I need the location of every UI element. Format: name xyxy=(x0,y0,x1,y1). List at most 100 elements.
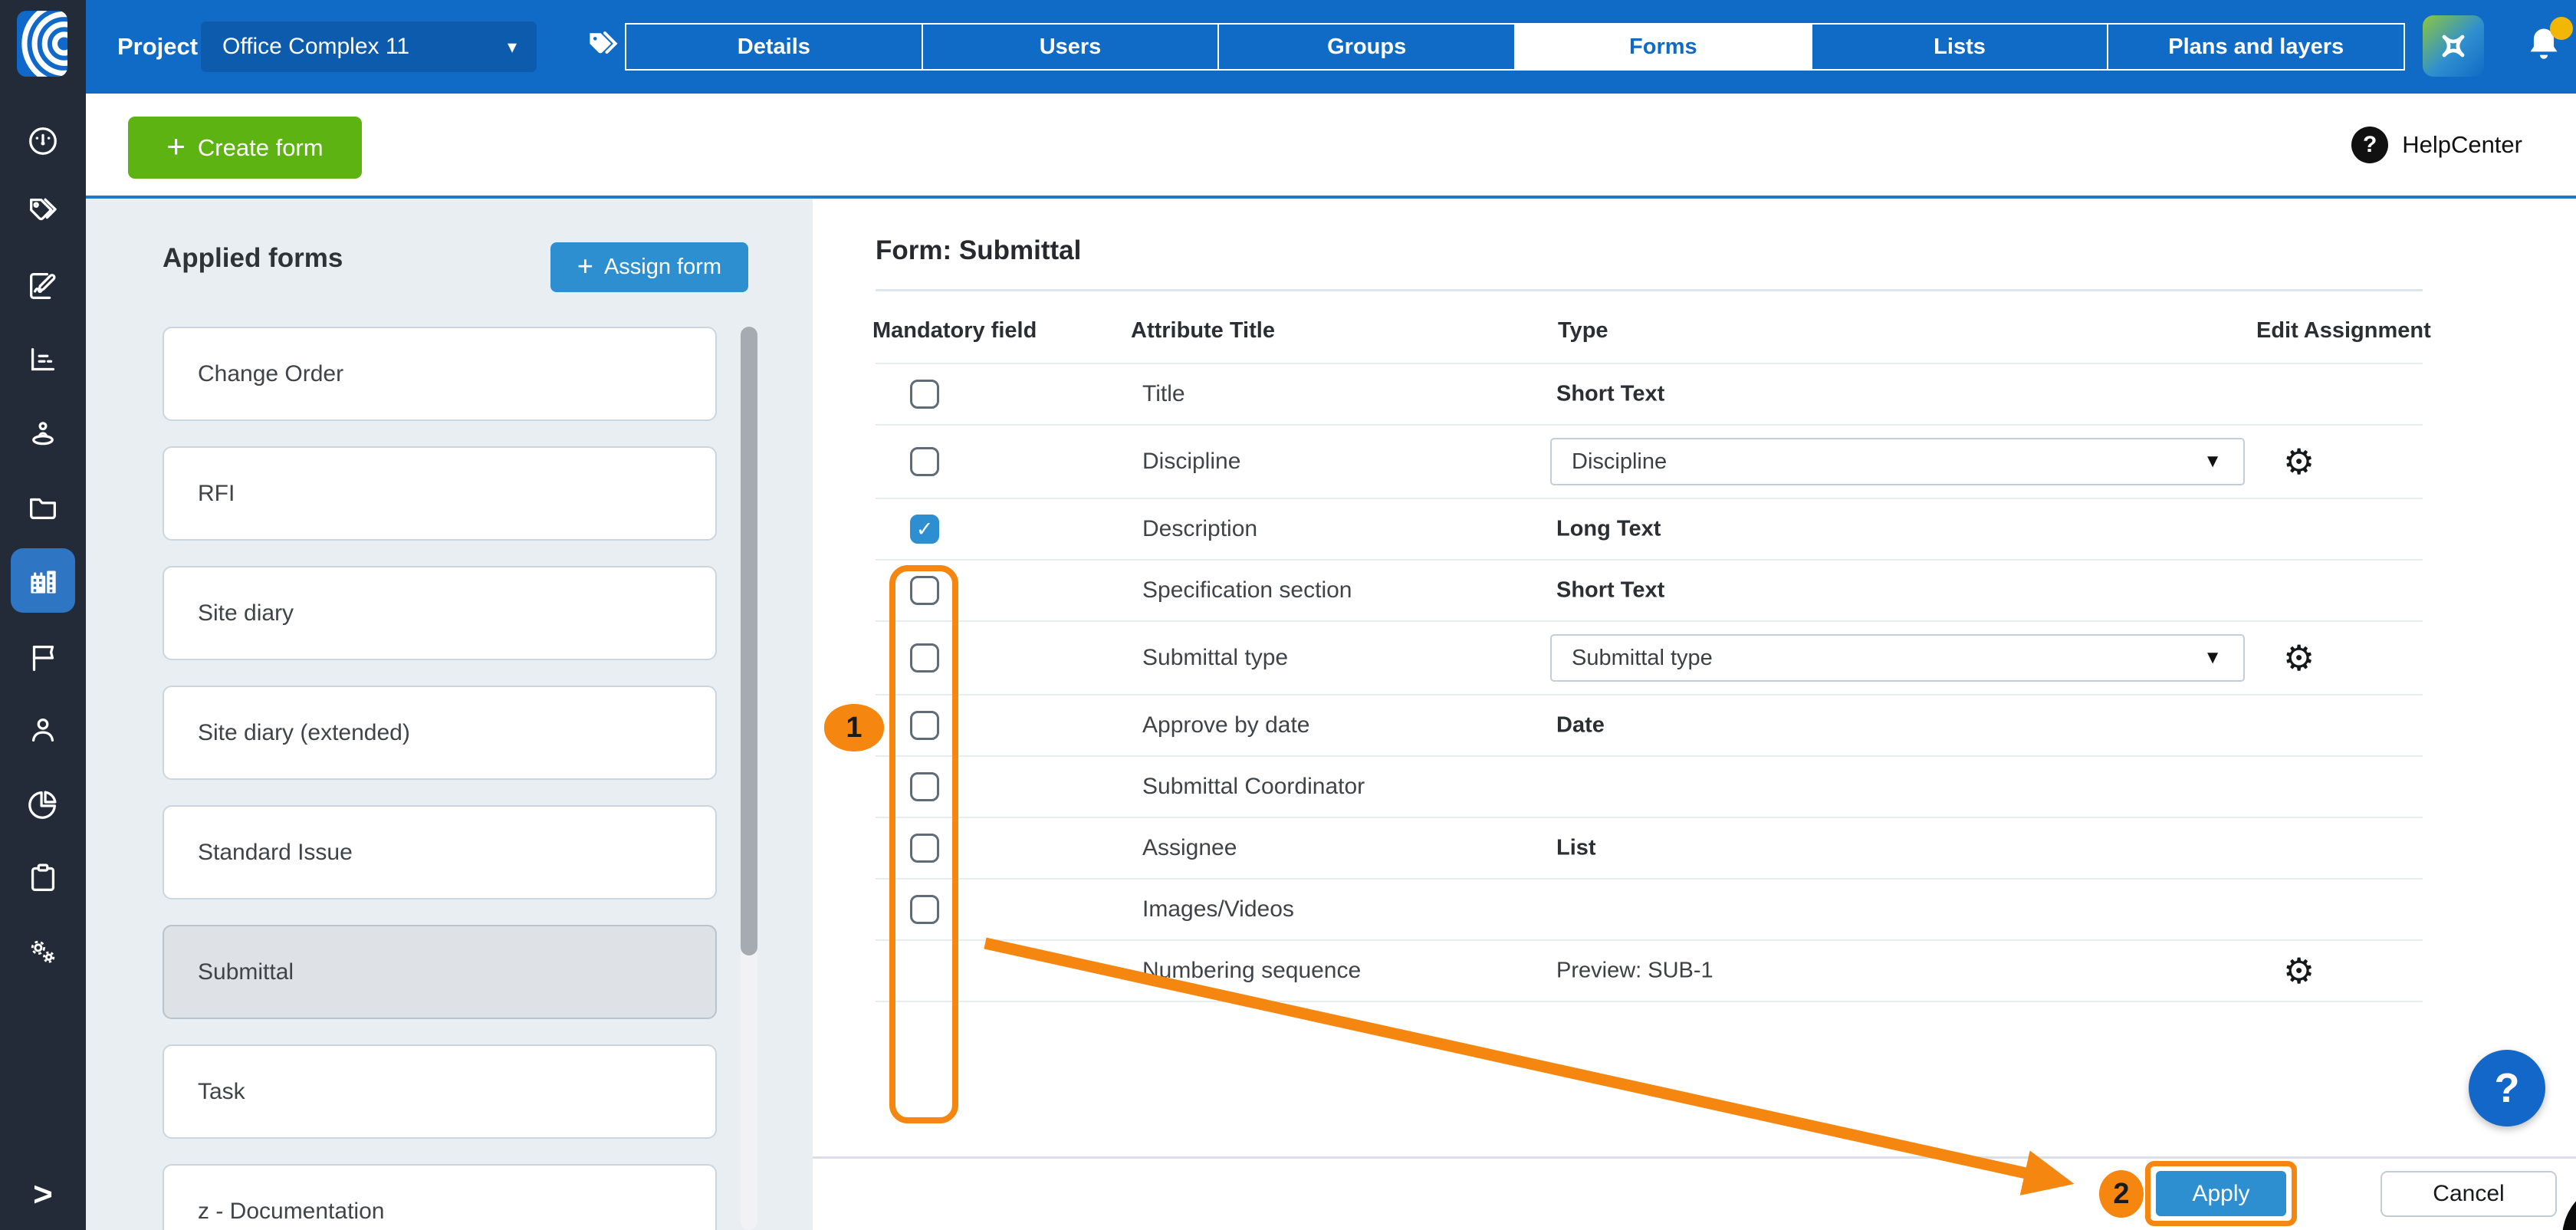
attribute-title: Discipline xyxy=(1142,449,1240,475)
form-detail-panel: Form: Submittal Mandatory field Attribut… xyxy=(813,199,2576,1230)
footer-divider xyxy=(813,1156,2576,1159)
form-card-z-documentation[interactable]: z - Documentation xyxy=(163,1164,717,1230)
table-row: Approve by date Date xyxy=(876,696,2423,757)
table-row: Images/Videos xyxy=(876,880,2423,941)
settings-gears-icon[interactable] xyxy=(0,917,86,988)
create-form-button[interactable]: + Create form xyxy=(128,117,362,179)
attribute-title: Submittal Coordinator xyxy=(1142,774,1365,800)
mandatory-checkbox[interactable] xyxy=(910,380,939,409)
topbar: Project Office Complex 11 ▾ DetailsUsers… xyxy=(86,0,2576,94)
column-header-attribute: Attribute Title xyxy=(1131,318,1275,344)
attribute-title: Description xyxy=(1142,516,1257,542)
tab-forms[interactable]: Forms xyxy=(1514,23,1812,71)
form-card-label: Standard Issue xyxy=(198,840,353,866)
type-value: Preview: SUB-1 xyxy=(1556,959,1714,984)
assign-form-button[interactable]: + Assign form xyxy=(550,242,748,292)
person-icon[interactable] xyxy=(0,695,86,765)
form-card-rfi[interactable]: RFI xyxy=(163,446,717,541)
form-card-label: Site diary xyxy=(198,600,294,627)
type-dropdown-value: Submittal type xyxy=(1572,646,2203,671)
notifications-bell-icon[interactable] xyxy=(2522,21,2568,72)
flag-icon[interactable] xyxy=(0,623,86,693)
mandatory-checkbox[interactable] xyxy=(910,643,939,673)
helpcenter-link[interactable]: ? HelpCenter xyxy=(2351,94,2522,196)
form-card-site-diary[interactable]: Site diary xyxy=(163,566,717,660)
chart-icon[interactable] xyxy=(0,324,86,395)
cancel-button[interactable]: Cancel xyxy=(2380,1171,2557,1217)
attribute-title: Approve by date xyxy=(1142,712,1309,738)
sidebar: > xyxy=(0,0,86,1230)
tab-plans-and-layers[interactable]: Plans and layers xyxy=(2107,23,2405,71)
question-circle-icon: ? xyxy=(2351,127,2388,163)
gear-icon[interactable]: ⚙ xyxy=(2283,953,2315,988)
table-row: Specification section Short Text xyxy=(876,561,2423,622)
form-card-submittal[interactable]: Submittal xyxy=(163,925,717,1019)
form-title: Form: Submittal xyxy=(876,235,1081,266)
gear-icon[interactable]: ⚙ xyxy=(2283,444,2315,479)
scrollbar-thumb[interactable] xyxy=(741,327,757,955)
attribute-title: Submittal type xyxy=(1142,645,1288,671)
app-switcher-icon[interactable] xyxy=(2423,15,2484,77)
tab-groups[interactable]: Groups xyxy=(1217,23,1516,71)
mandatory-checkbox[interactable] xyxy=(910,834,939,863)
project-select-value: Office Complex 11 xyxy=(222,34,508,60)
form-card-label: RFI xyxy=(198,481,235,507)
applied-forms-panel: Applied forms + Assign form Change Order… xyxy=(86,199,813,1230)
folder-icon[interactable] xyxy=(0,472,86,543)
form-card-label: Change Order xyxy=(198,361,343,387)
type-dropdown[interactable]: Submittal type▼ xyxy=(1550,634,2245,682)
type-value: List xyxy=(1556,836,1596,861)
table-row: Submittal Coordinator xyxy=(876,757,2423,818)
column-header-edit-assignment: Edit Assignment xyxy=(2256,318,2431,344)
clipboard-icon[interactable] xyxy=(0,843,86,913)
mandatory-checkbox[interactable] xyxy=(910,772,939,801)
help-bubble-button[interactable]: ? xyxy=(2469,1050,2545,1126)
buildings-icon[interactable] xyxy=(11,548,75,613)
form-edit-icon[interactable] xyxy=(0,251,86,321)
notification-dot xyxy=(2550,17,2573,40)
type-value: Short Text xyxy=(1556,578,1664,603)
mandatory-checkbox[interactable] xyxy=(910,576,939,605)
plus-icon: + xyxy=(166,128,186,165)
form-card-task[interactable]: Task xyxy=(163,1044,717,1139)
attribute-title: Numbering sequence xyxy=(1142,958,1361,984)
chevron-down-icon: ▾ xyxy=(508,36,517,58)
table-row: AssigneeList xyxy=(876,818,2423,880)
tags-icon[interactable] xyxy=(0,176,86,247)
project-select[interactable]: Office Complex 11 ▾ xyxy=(201,21,537,72)
attribute-title: Specification section xyxy=(1142,577,1352,603)
applied-forms-title: Applied forms xyxy=(163,243,343,274)
person-location-icon[interactable] xyxy=(0,399,86,469)
column-header-type: Type xyxy=(1558,318,1608,344)
pie-chart-icon[interactable] xyxy=(0,769,86,840)
gear-icon[interactable]: ⚙ xyxy=(2283,640,2315,676)
table-row: ✓DescriptionLong Text xyxy=(876,499,2423,561)
type-value: Date xyxy=(1556,713,1605,738)
column-header-mandatory: Mandatory field xyxy=(872,318,1037,344)
chevron-down-icon: ▼ xyxy=(2203,451,2222,472)
chevron-down-icon: ▼ xyxy=(2203,647,2222,669)
table-row: Submittal typeSubmittal type▼⚙ xyxy=(876,622,2423,696)
sidebar-expand-chevron[interactable]: > xyxy=(0,1167,86,1222)
table-row: Discipline Discipline▼ ⚙ xyxy=(876,426,2423,499)
tab-details[interactable]: Details xyxy=(625,23,923,71)
tag-icon[interactable] xyxy=(583,28,621,66)
form-card-site-diary-extended-[interactable]: Site diary (extended) xyxy=(163,686,717,780)
tab-users[interactable]: Users xyxy=(922,23,1220,71)
mandatory-checkbox-checked[interactable]: ✓ xyxy=(910,515,939,544)
secondary-toolbar: + Create form ? HelpCenter xyxy=(86,94,2576,196)
form-card-change-order[interactable]: Change Order xyxy=(163,327,717,421)
divider xyxy=(876,289,2423,291)
apply-button[interactable]: Apply xyxy=(2156,1171,2286,1216)
form-card-standard-issue[interactable]: Standard Issue xyxy=(163,805,717,899)
mandatory-checkbox[interactable] xyxy=(910,895,939,924)
gauge-icon[interactable] xyxy=(0,106,86,176)
overlay-corner xyxy=(2562,1182,2576,1230)
mandatory-checkbox[interactable] xyxy=(910,711,939,740)
tab-lists[interactable]: Lists xyxy=(1811,23,2109,71)
plus-icon: + xyxy=(577,250,593,282)
tab-bar: DetailsUsersGroupsFormsListsPlans and la… xyxy=(625,23,2405,71)
type-value: Short Text xyxy=(1556,382,1664,407)
mandatory-checkbox[interactable] xyxy=(910,447,939,476)
type-dropdown[interactable]: Discipline▼ xyxy=(1550,438,2245,485)
